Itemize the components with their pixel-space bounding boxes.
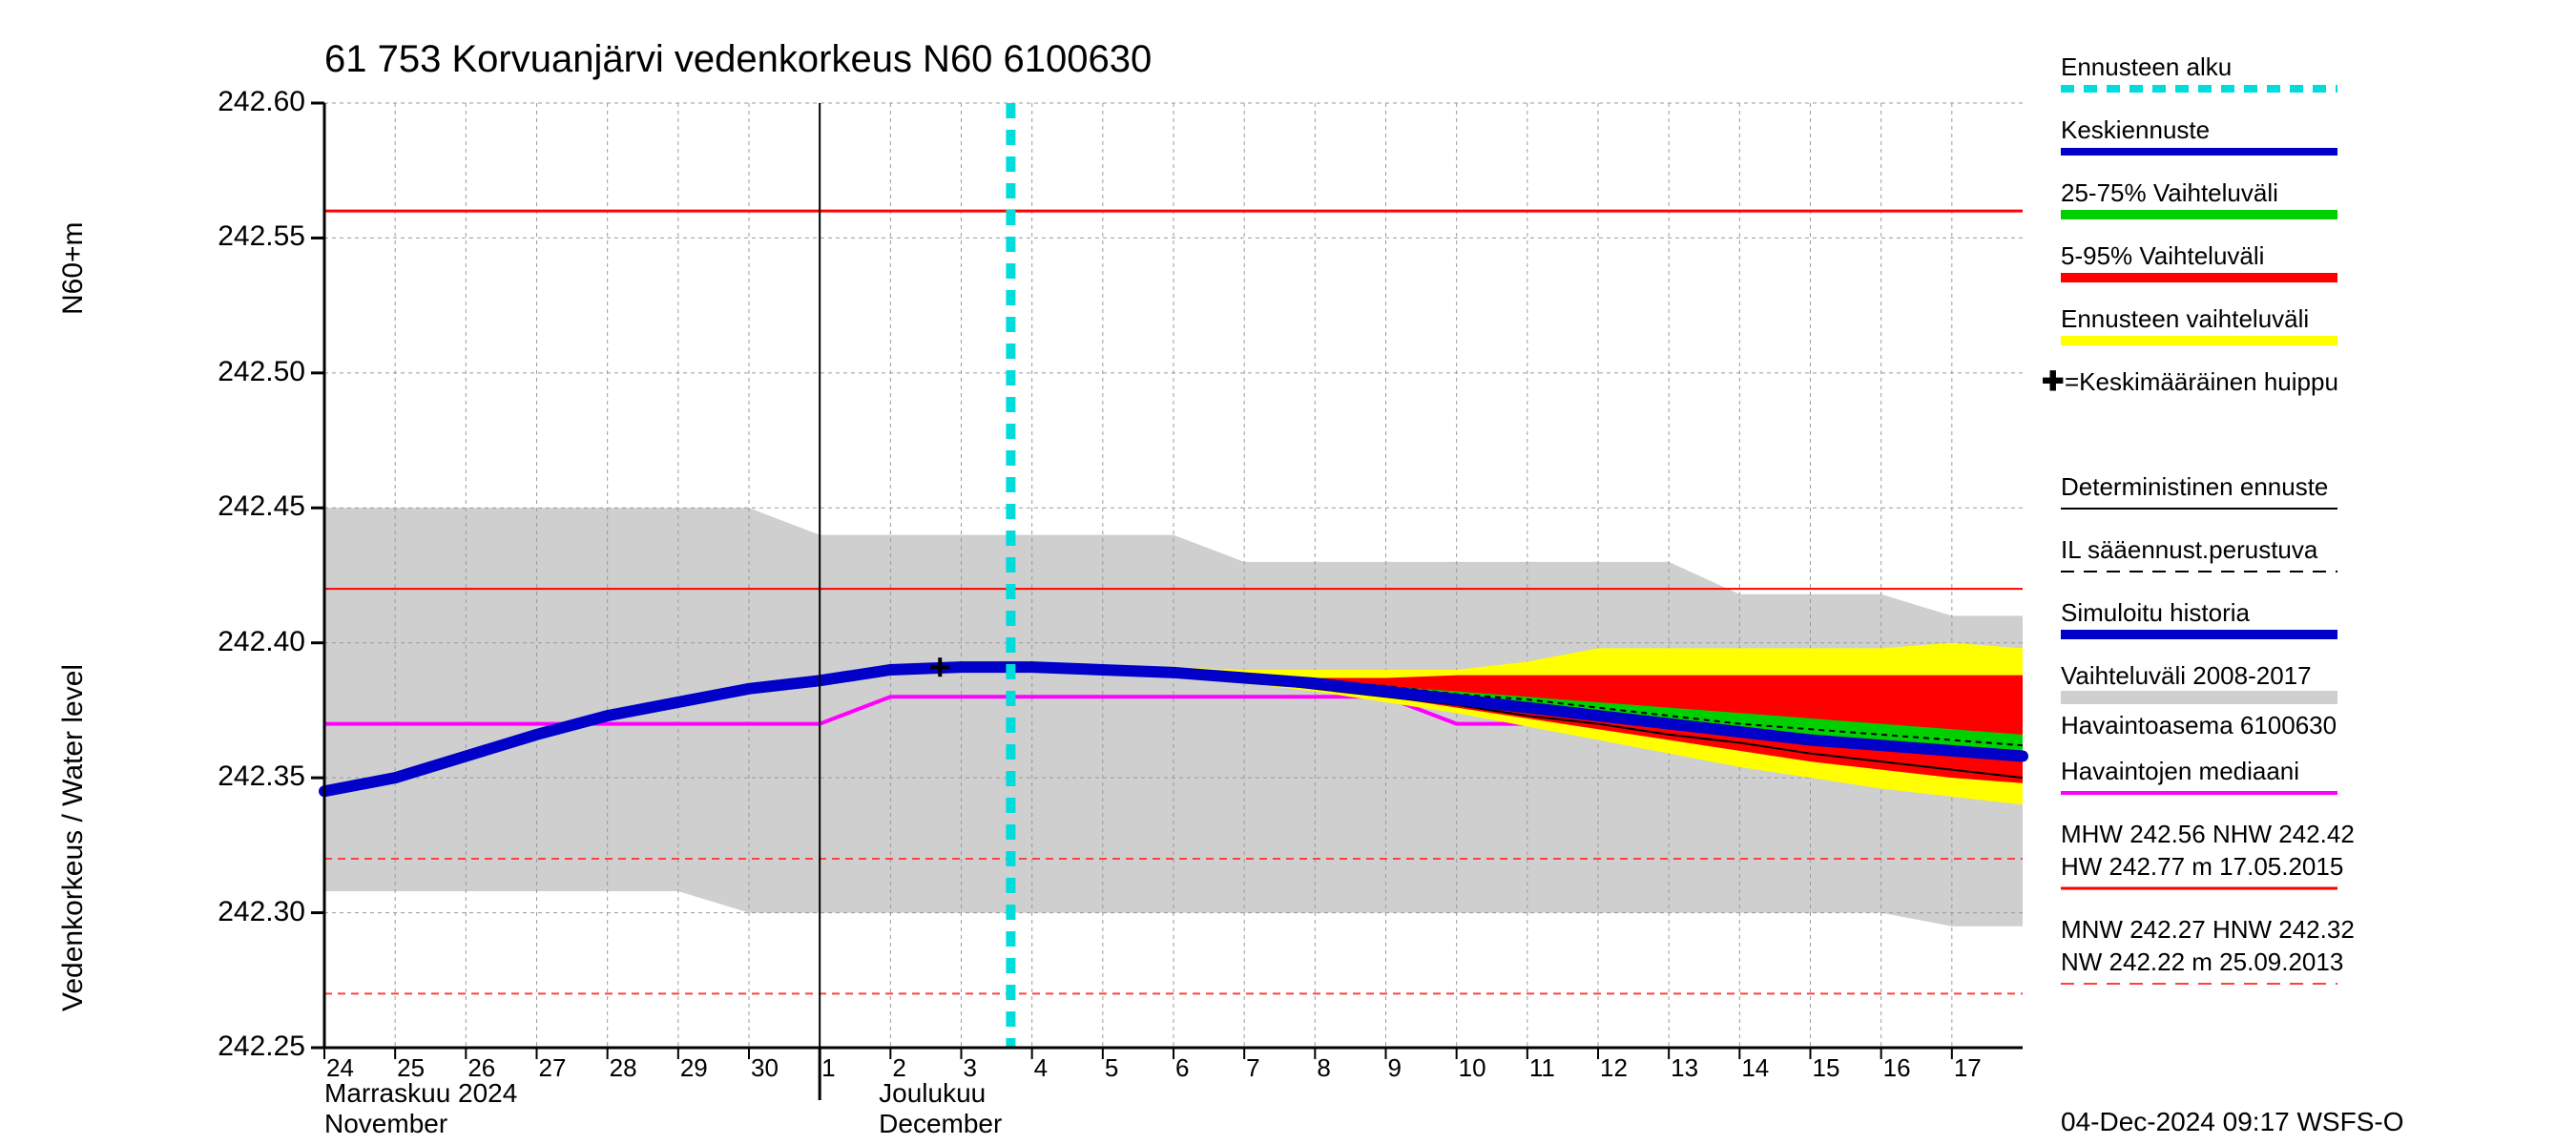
y-tick-label: 242.30	[200, 896, 305, 928]
month2-en: December	[879, 1109, 1002, 1139]
legend-label: MNW 242.27 HNW 242.32	[2061, 915, 2557, 945]
x-tick-label: 7	[1246, 1053, 1259, 1083]
legend-label: MHW 242.56 NHW 242.42	[2061, 820, 2557, 849]
y-tick-label: 242.60	[200, 86, 305, 118]
x-tick-label: 11	[1529, 1053, 1555, 1083]
legend-swatch	[2061, 207, 2347, 226]
legend-swatch	[2061, 564, 2347, 583]
y-axis-label-1: Vedenkorkeus / Water level	[57, 664, 90, 1011]
y-tick-label: 242.55	[200, 220, 305, 253]
x-tick-label: 10	[1459, 1053, 1486, 1083]
legend-swatch	[2061, 627, 2347, 646]
legend-label: Havaintoasema 6100630	[2061, 711, 2557, 740]
legend-label: 5-95% Vaihteluväli	[2061, 241, 2557, 271]
legend-label: Havaintojen mediaani	[2061, 757, 2557, 786]
footer-timestamp: 04-Dec-2024 09:17 WSFS-O	[2061, 1107, 2404, 1137]
y-tick-label: 242.25	[200, 1030, 305, 1063]
x-tick-label: 6	[1175, 1053, 1189, 1083]
legend-swatch	[2061, 270, 2347, 289]
legend-label: Vaihteluväli 2008-2017	[2061, 661, 2557, 691]
x-tick-label: 1	[821, 1053, 835, 1083]
legend-label: Ennusteen alku	[2061, 52, 2557, 82]
legend-swatch	[2061, 144, 2347, 163]
x-tick-label: 27	[539, 1053, 567, 1083]
x-tick-label: 9	[1388, 1053, 1402, 1083]
legend-label: IL sääennust.perustuva	[2061, 535, 2557, 565]
legend-swatch	[2061, 881, 2347, 900]
x-tick-label: 28	[610, 1053, 637, 1083]
legend-label: Ennusteen vaihteluväli	[2061, 304, 2557, 334]
legend-swatch	[2061, 333, 2347, 352]
legend-label: Simuloitu historia	[2061, 598, 2557, 628]
legend-swatch	[2061, 501, 2347, 520]
legend-label: Deterministinen ennuste	[2061, 472, 2557, 502]
y-tick-label: 242.45	[200, 490, 305, 523]
x-tick-label: 12	[1600, 1053, 1628, 1083]
legend-swatch	[2061, 785, 2347, 804]
x-tick-label: 17	[1954, 1053, 1982, 1083]
x-tick-label: 14	[1741, 1053, 1769, 1083]
legend-label: Keskiennuste	[2061, 115, 2557, 145]
x-tick-label: 5	[1105, 1053, 1118, 1083]
x-tick-label: 30	[751, 1053, 779, 1083]
y-axis-label-2: N60+m	[57, 221, 90, 315]
legend-label: NW 242.22 m 25.09.2013	[2061, 947, 2557, 977]
legend-label: HW 242.77 m 17.05.2015	[2061, 852, 2557, 882]
y-tick-label: 242.50	[200, 356, 305, 388]
legend-swatch	[2061, 976, 2347, 995]
legend-label: =Keskimääräinen huippu	[2065, 367, 2561, 397]
x-tick-label: 16	[1883, 1053, 1911, 1083]
legend-swatch	[2061, 690, 2347, 709]
x-tick-label: 8	[1317, 1053, 1330, 1083]
legend-swatch	[2061, 81, 2347, 100]
y-tick-label: 242.40	[200, 626, 305, 658]
month2-fi: Joulukuu	[879, 1078, 986, 1109]
chart-title: 61 753 Korvuanjärvi vedenkorkeus N60 610…	[324, 38, 1152, 81]
legend-label: 25-75% Vaihteluväli	[2061, 178, 2557, 208]
month1-fi: Marraskuu 2024	[324, 1078, 517, 1109]
x-tick-label: 29	[680, 1053, 708, 1083]
x-tick-label: 13	[1671, 1053, 1698, 1083]
month1-en: November	[324, 1109, 447, 1139]
x-tick-label: 4	[1034, 1053, 1048, 1083]
chart-container: 61 753 Korvuanjärvi vedenkorkeus N60 610…	[0, 0, 2576, 1145]
y-tick-label: 242.35	[200, 760, 305, 793]
legend-marker: ✚	[2042, 365, 2064, 397]
x-tick-label: 15	[1813, 1053, 1840, 1083]
